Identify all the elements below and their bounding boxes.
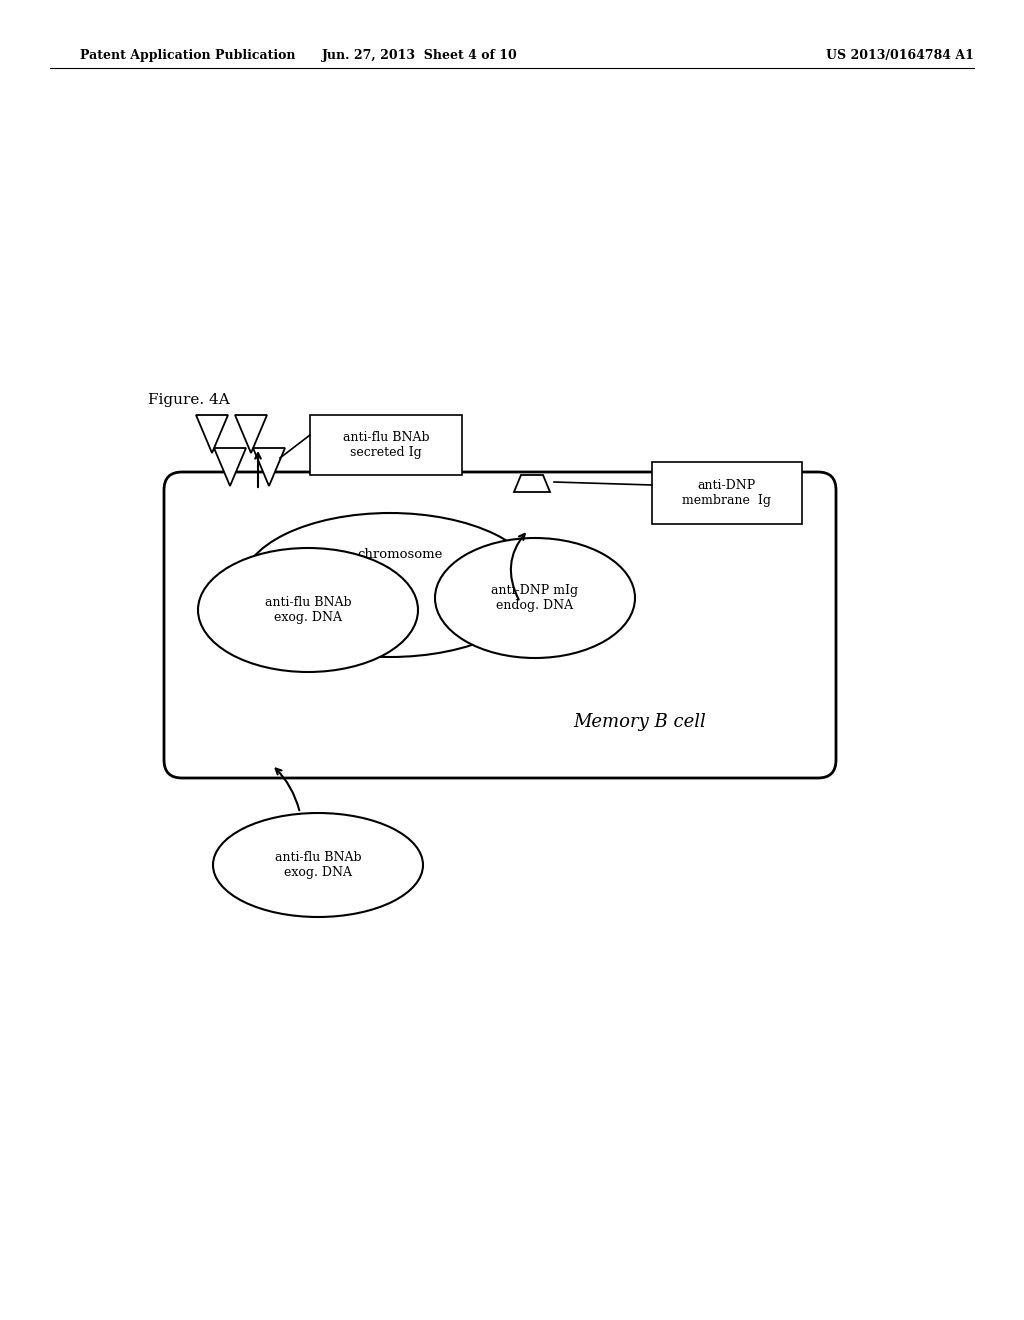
Text: US 2013/0164784 A1: US 2013/0164784 A1 [826, 49, 974, 62]
Ellipse shape [198, 548, 418, 672]
Text: anti-flu BNAb
exog. DNA: anti-flu BNAb exog. DNA [264, 597, 351, 624]
Ellipse shape [213, 813, 423, 917]
Ellipse shape [242, 513, 538, 657]
Polygon shape [514, 475, 550, 492]
FancyBboxPatch shape [310, 414, 462, 475]
FancyBboxPatch shape [652, 462, 802, 524]
Text: anti-flu BNAb
secreted Ig: anti-flu BNAb secreted Ig [343, 432, 429, 459]
Polygon shape [234, 414, 267, 453]
Text: Patent Application Publication: Patent Application Publication [80, 49, 296, 62]
Text: anti-DNP
membrane  Ig: anti-DNP membrane Ig [683, 479, 771, 507]
FancyBboxPatch shape [164, 473, 836, 777]
Text: Jun. 27, 2013  Sheet 4 of 10: Jun. 27, 2013 Sheet 4 of 10 [323, 49, 518, 62]
Text: Memory B cell: Memory B cell [573, 713, 707, 731]
Polygon shape [214, 447, 246, 486]
Polygon shape [196, 414, 228, 453]
Ellipse shape [435, 539, 635, 657]
Polygon shape [253, 447, 285, 486]
Text: chromosome: chromosome [357, 549, 442, 561]
Text: anti-DNP mIg
endog. DNA: anti-DNP mIg endog. DNA [492, 583, 579, 612]
Text: Figure. 4A: Figure. 4A [148, 393, 229, 407]
Text: anti-flu BNAb
exog. DNA: anti-flu BNAb exog. DNA [274, 851, 361, 879]
